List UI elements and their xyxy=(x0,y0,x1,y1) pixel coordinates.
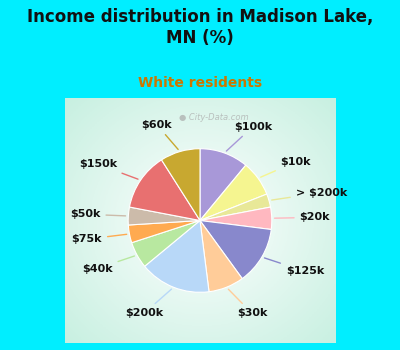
Text: $200k: $200k xyxy=(125,289,172,318)
Text: $75k: $75k xyxy=(72,234,127,244)
Wedge shape xyxy=(200,194,270,220)
Text: $50k: $50k xyxy=(70,209,126,219)
Wedge shape xyxy=(130,160,200,220)
Text: Income distribution in Madison Lake,
MN (%): Income distribution in Madison Lake, MN … xyxy=(27,8,373,47)
Wedge shape xyxy=(162,149,200,220)
Text: $150k: $150k xyxy=(80,160,138,179)
Wedge shape xyxy=(200,207,272,230)
Text: $10k: $10k xyxy=(261,157,311,177)
Wedge shape xyxy=(145,220,209,292)
Wedge shape xyxy=(200,165,267,220)
Wedge shape xyxy=(128,220,200,243)
Text: ● City-Data.com: ● City-Data.com xyxy=(179,113,248,122)
Text: $100k: $100k xyxy=(226,122,272,151)
Wedge shape xyxy=(200,220,242,292)
Text: $20k: $20k xyxy=(274,212,330,222)
Text: $125k: $125k xyxy=(264,258,324,276)
Wedge shape xyxy=(132,220,200,266)
Text: > $200k: > $200k xyxy=(272,188,347,200)
Text: $30k: $30k xyxy=(228,289,267,318)
Text: $40k: $40k xyxy=(82,256,134,274)
Wedge shape xyxy=(200,220,271,279)
Text: White residents: White residents xyxy=(138,76,262,90)
Wedge shape xyxy=(200,149,246,220)
Text: $60k: $60k xyxy=(142,120,178,149)
Wedge shape xyxy=(128,207,200,225)
